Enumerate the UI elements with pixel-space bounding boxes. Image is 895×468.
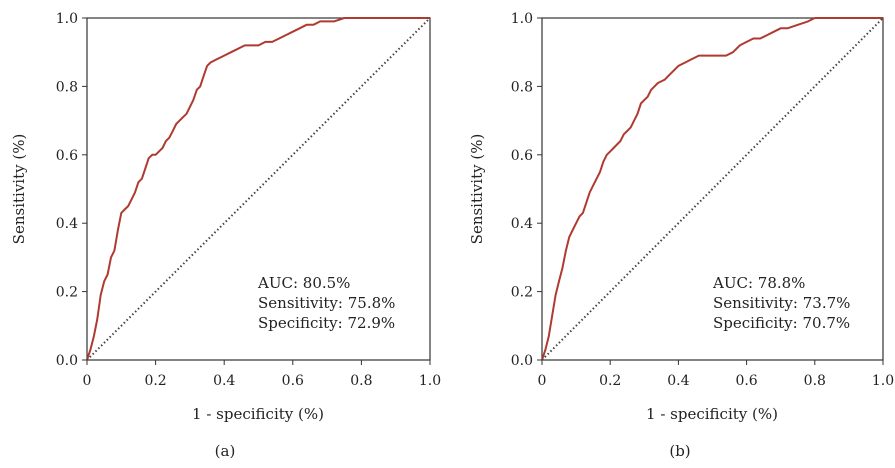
panel-label: (b) xyxy=(669,442,690,460)
y-tick-label: 0.0 xyxy=(511,353,533,369)
roc-curve xyxy=(541,17,883,361)
x-tick-label: 1.0 xyxy=(419,373,441,389)
y-axis-title: Sensitivity (%) xyxy=(468,134,486,245)
metric-annotation: AUC: 80.5% xyxy=(257,274,350,292)
y-axis-title: Sensitivity (%) xyxy=(10,134,28,245)
y-tick-label: 1.0 xyxy=(56,11,78,27)
y-tick-label: 0.6 xyxy=(511,148,533,164)
plot-frame xyxy=(86,17,431,361)
metric-annotation: Sensitivity: 73.7% xyxy=(713,294,850,312)
y-tick-label: 0.6 xyxy=(56,148,78,164)
roc-panel-a: 0 0.2 0.4 0.6 0.8 1.0 0.0 0.2 0.4 0.6 0.8 1.0 1 - sp… xyxy=(10,11,441,460)
x-tick-label: 0 xyxy=(83,373,92,389)
y-tick-label: 1.0 xyxy=(511,11,533,27)
x-tick-label: 0.6 xyxy=(735,373,757,389)
metric-annotation: Specificity: 72.9% xyxy=(258,314,395,332)
x-axis-title: 1 - specificity (%) xyxy=(192,405,324,423)
reference-diagonal-line xyxy=(86,17,431,361)
x-tick-label: 0.2 xyxy=(599,373,621,389)
x-tick-label: 1.0 xyxy=(872,373,894,389)
metric-annotation: AUC: 78.8% xyxy=(712,274,805,292)
roc-panel-b: 0 0.2 0.4 0.6 0.8 1.0 0.0 0.2 0.4 0.6 0.8 1.0 1 - sp… xyxy=(468,11,894,460)
y-tick-label: 0.8 xyxy=(56,79,78,95)
metric-annotation: Specificity: 70.7% xyxy=(713,314,850,332)
x-tick-label: 0.4 xyxy=(213,373,235,389)
panel-label: (a) xyxy=(215,442,236,460)
x-axis-title: 1 - specificity (%) xyxy=(646,405,778,423)
reference-diagonal-line xyxy=(541,17,884,361)
plot-frame xyxy=(541,17,884,361)
y-tick-label: 0.2 xyxy=(511,285,533,301)
x-tick-label: 0.8 xyxy=(804,373,826,389)
x-tick-label: 0 xyxy=(538,373,547,389)
roc-curve xyxy=(86,17,430,361)
y-tick-label: 0.4 xyxy=(56,216,78,232)
y-tick-label: 0.2 xyxy=(56,285,78,301)
y-tick-label: 0.8 xyxy=(511,79,533,95)
y-tick-label: 0.4 xyxy=(511,216,533,232)
y-tick-label: 0.0 xyxy=(56,353,78,369)
metric-annotation: Sensitivity: 75.8% xyxy=(258,294,395,312)
x-tick-label: 0.4 xyxy=(667,373,689,389)
x-tick-label: 0.6 xyxy=(282,373,304,389)
x-tick-label: 0.2 xyxy=(144,373,166,389)
x-tick-label: 0.8 xyxy=(350,373,372,389)
